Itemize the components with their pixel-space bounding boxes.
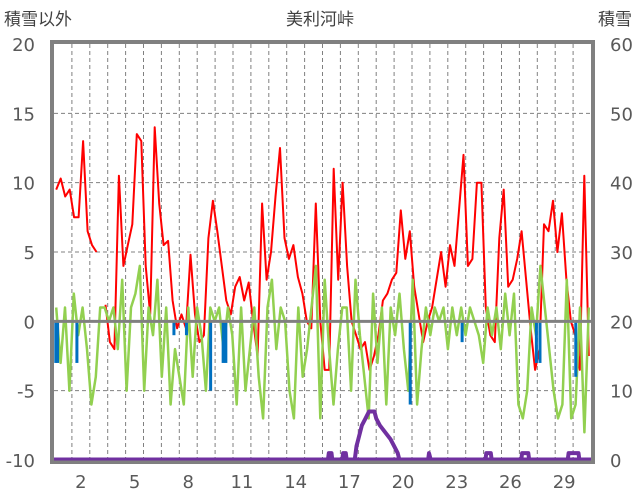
x-tick-label: 20 [392,472,415,493]
plot-frame [50,40,595,464]
x-tick-label: 5 [129,472,140,493]
x-tick-label: 14 [284,472,307,493]
blue-bar [209,321,213,391]
y-right-tick-label: 50 [610,104,633,125]
y-left-tick-label: 0 [24,312,35,333]
blue-bar [172,321,176,336]
plot-marks [54,126,591,462]
blue-bar [574,321,578,377]
x-tick-label: 29 [553,472,576,493]
blue-bar [408,321,412,405]
y-right-tick-label: 0 [610,451,621,472]
gridlines [54,44,591,460]
y-right-tick-label: 10 [610,382,633,403]
x-tick-label: 17 [338,472,361,493]
y-right-tick-label: 60 [610,35,633,56]
chart-title: 美利河峠 [286,10,354,30]
x-tick-label: 8 [183,472,194,493]
blue-bar [54,321,58,363]
blue-bar [75,321,79,363]
blue-bar [534,321,538,363]
y-left-tick-label: 10 [12,174,35,195]
axes [50,40,595,464]
blue-bar [56,321,60,363]
blue-bar [221,321,225,363]
y-left-tick-label: 15 [12,104,35,125]
y-left-tick-label: -10 [6,451,35,472]
y-right-tick-label: 30 [610,243,633,264]
y-left-tick-label: -5 [17,382,35,403]
x-tick-label: 11 [230,472,253,493]
blue-bar [538,321,542,363]
blue-bar [460,321,464,343]
y-right-tick-label: 40 [610,174,633,195]
y-left-tick-label: 5 [24,243,35,264]
blue-bar [184,321,188,336]
x-tick-label: 2 [75,472,86,493]
green-series-line [54,264,591,434]
right-axis-label: 積雪 [598,10,632,30]
x-tick-label: 23 [445,472,468,493]
y-right-tick-label: 20 [610,312,633,333]
y-left-tick-label: 20 [12,35,35,56]
blue-bar [224,321,228,363]
left-axis-label: 積雪以外 [4,10,72,30]
x-tick-label: 26 [499,472,522,493]
